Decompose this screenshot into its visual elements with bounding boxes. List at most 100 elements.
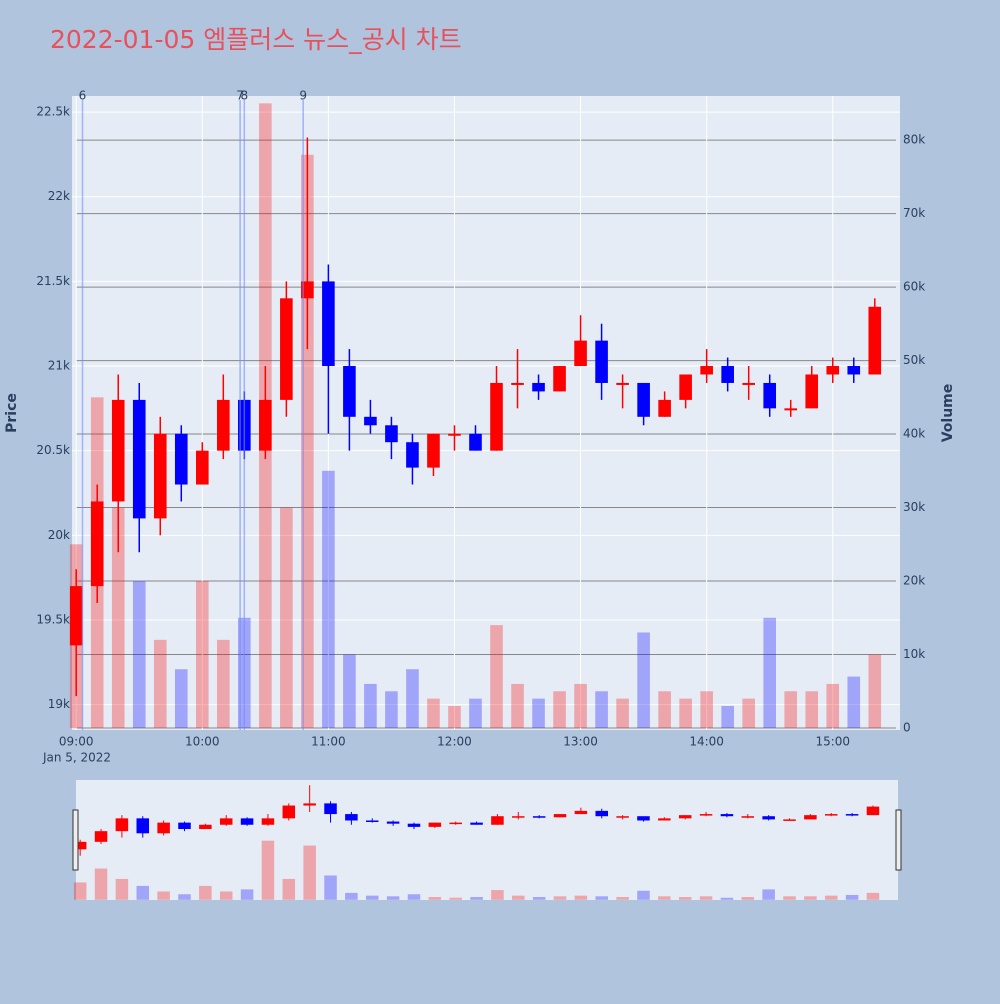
x-tick-label: 12:00: [437, 735, 472, 749]
slider-volume-bar: [386, 896, 400, 900]
x-tick-label: 13:00: [563, 735, 598, 749]
range-handle-left[interactable]: [72, 809, 79, 871]
volume-bar: [616, 698, 629, 729]
range-handle-right[interactable]: [895, 809, 902, 871]
slider-candle-body: [73, 841, 87, 850]
y2-tick-label: 0: [903, 721, 911, 735]
slider-volume-bar: [574, 895, 588, 900]
y2-tick-label: 40k: [903, 427, 925, 441]
slider-volume-bar: [678, 897, 692, 900]
volume-bar: [721, 705, 734, 729]
y2-tick-label: 80k: [903, 133, 925, 147]
slider-volume-bar: [303, 845, 316, 900]
slider-candle-body: [512, 816, 525, 818]
slider-candle-body: [637, 816, 650, 821]
candle-body: [469, 433, 482, 451]
candle-body: [637, 382, 650, 417]
slider-volume-bar: [428, 897, 442, 900]
x-tick-label: 14:00: [689, 735, 724, 749]
slider-candle-body: [616, 816, 629, 818]
slider-candle-body: [428, 822, 442, 827]
slider-volume-bar: [804, 896, 817, 900]
slider-candle-body: [407, 823, 421, 827]
news-marker-label: 8: [241, 89, 249, 103]
news-marker-label: 6: [79, 89, 87, 103]
y-tick-label: 22k: [48, 189, 70, 203]
slider-candle-body: [658, 818, 671, 821]
candle-body: [153, 433, 167, 519]
slider-volume-bar: [240, 889, 254, 900]
volume-bar: [280, 507, 293, 729]
volume-bar: [532, 698, 545, 729]
candle-body: [111, 399, 125, 502]
slider-candle-body: [699, 814, 713, 816]
y-tick-label: 20.5k: [36, 443, 70, 457]
volume-bar: [322, 470, 335, 729]
y-tick-label: 20k: [48, 528, 70, 542]
volume-bar: [637, 632, 650, 729]
slider-candle-body: [282, 805, 296, 819]
slider-volume-bar: [741, 897, 755, 900]
slider-volume-bar: [73, 882, 87, 900]
slider-candle-body: [449, 822, 462, 825]
slider-volume-bar: [365, 895, 379, 900]
candle-body: [847, 366, 861, 375]
candle-body: [490, 382, 503, 451]
slider-volume-bar: [845, 894, 859, 900]
slider-volume-bar: [261, 840, 275, 900]
volume-bar: [847, 676, 861, 729]
range-slider[interactable]: [76, 780, 898, 900]
y-axis-title: Price: [4, 393, 20, 433]
volume-bar: [406, 669, 419, 729]
slider-volume-bar: [178, 894, 191, 900]
slider-volume-bar: [720, 897, 734, 900]
slider-volume-bar: [532, 897, 546, 900]
slider-candle-body: [261, 818, 275, 825]
candle-body: [322, 281, 335, 367]
slider-volume-bar: [219, 891, 233, 900]
y-tick-label: 22.5k: [36, 105, 70, 119]
candle-body: [406, 442, 419, 468]
candle-body: [364, 416, 377, 426]
candle-body: [132, 399, 146, 519]
slider-volume-bar: [866, 892, 880, 900]
y2-tick-label: 70k: [903, 206, 925, 220]
slider-volume-bar: [94, 868, 108, 900]
news-marker-label: 9: [299, 89, 307, 103]
volume-bar: [700, 691, 713, 729]
candle-body: [742, 382, 755, 385]
y2-tick-label: 20k: [903, 574, 925, 588]
volume-bar: [511, 683, 524, 729]
candle-body: [448, 433, 461, 436]
candle-body: [427, 433, 440, 468]
slider-candle-body: [595, 810, 609, 817]
candle-body: [721, 366, 734, 383]
slider-volume-bar: [553, 896, 567, 900]
candle-body: [259, 399, 272, 451]
volume-bar: [574, 683, 587, 729]
candle-body: [217, 399, 230, 451]
volume-bar: [742, 698, 755, 729]
slider-candle-body: [136, 818, 150, 834]
volume-bar: [217, 639, 230, 729]
candle-body: [574, 340, 587, 367]
y-tick-label: 21.5k: [36, 274, 70, 288]
slider-candle-body: [845, 814, 859, 816]
slider-candle-body: [324, 803, 337, 815]
y2-tick-label: 10k: [903, 647, 925, 661]
candle-body: [700, 366, 713, 375]
slider-volume-bar: [824, 895, 838, 900]
candle-body: [679, 374, 692, 400]
y-tick-label: 19.5k: [36, 612, 70, 626]
y2-axis-title: Volume: [940, 384, 956, 443]
candle-body: [532, 382, 545, 392]
slider-candle-body: [574, 810, 588, 815]
volume-bar: [658, 691, 671, 729]
slider-volume-bar: [407, 894, 421, 900]
volume-bar: [195, 581, 209, 729]
slider-volume-bar: [616, 897, 629, 900]
candle-body: [69, 586, 83, 646]
plot-area: [72, 96, 900, 730]
volume-bar: [553, 691, 566, 729]
slider-volume-bar: [658, 896, 671, 900]
